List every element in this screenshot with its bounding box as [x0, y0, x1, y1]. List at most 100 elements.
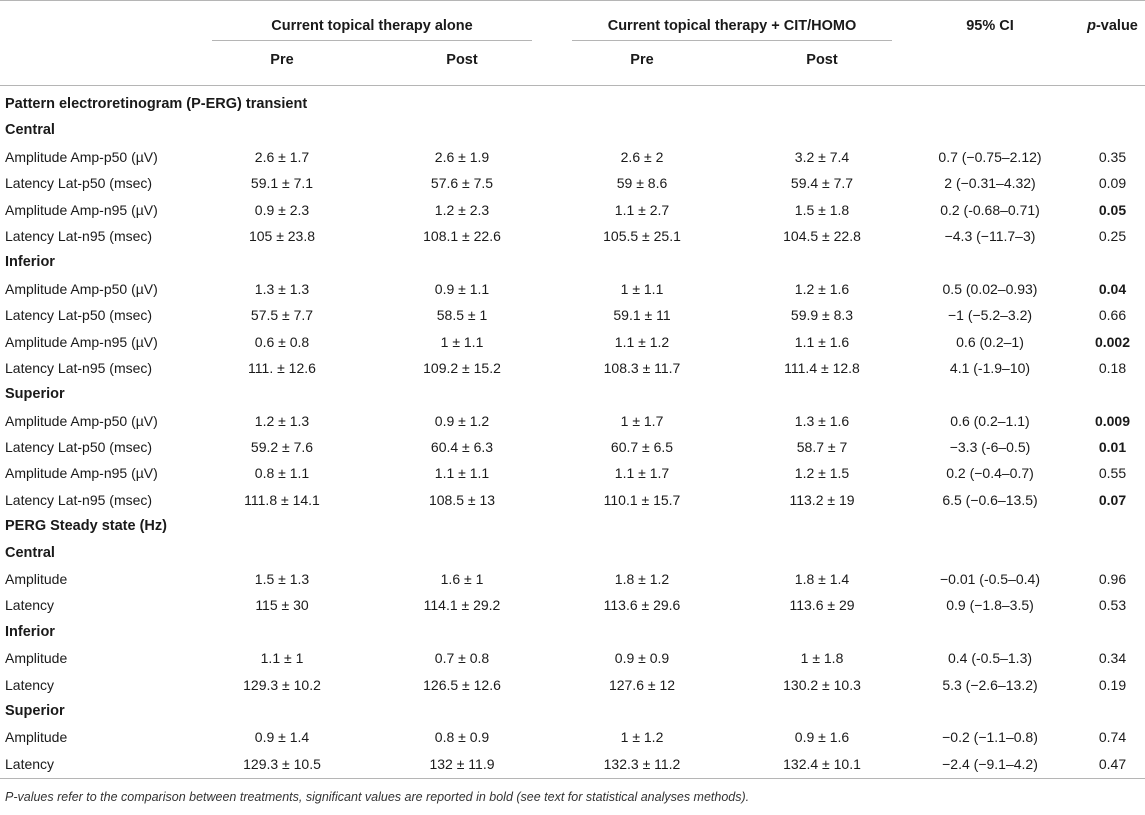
combined-pre-cell: 132.3 ± 11.2: [603, 755, 681, 772]
combined-pre-cell: 1 ± 1.7: [620, 412, 664, 429]
table-row: Latency 115 ± 30 114.1 ± 29.2 113.6 ± 29.6 1…: [0, 592, 1145, 618]
pvalue-cell: 0.25: [1098, 227, 1127, 244]
combined-pre-cell: 1 ± 1.2: [620, 729, 664, 746]
combined-pre-cell: 60.7 ± 6.5: [610, 439, 674, 456]
post-header-combined: Post: [806, 52, 838, 68]
combined-post-cell: 1.1 ± 1.6: [794, 333, 850, 350]
table-row: Latency Lat-n95 (msec) 111.8 ± 14.1 108.5 …: [0, 487, 1145, 513]
alone-post-cell: 57.6 ± 7.5: [430, 175, 494, 192]
combined-post-cell: 111.4 ± 12.8: [784, 359, 860, 376]
combined-post-cell: 0.9 ± 1.6: [794, 729, 850, 746]
ci-cell: 0.7 (−0.75–2.12): [938, 148, 1042, 165]
pvalue-cell: 0.53: [1098, 597, 1127, 614]
combined-post-cell: 1.2 ± 1.5: [794, 465, 850, 482]
combined-post-cell: 1.5 ± 1.8: [794, 201, 850, 218]
alone-post-cell: 1 ± 1.1: [440, 333, 484, 350]
alone-pre-cell: 1.2 ± 1.3: [254, 412, 310, 429]
pvalue-cell: 0.009: [1094, 412, 1131, 429]
pvalue-cell: 0.07: [1098, 491, 1127, 508]
pvalue-cell: 0.34: [1098, 650, 1127, 667]
row-label: Amplitude Amp-p50 (µV): [5, 412, 158, 429]
pvalue-header-italic: p: [1087, 18, 1096, 34]
alone-post-cell: 108.1 ± 22.6: [423, 227, 501, 244]
alone-pre-cell: 105 ± 23.8: [248, 227, 316, 244]
ci-cell: 6.5 (−0.6–13.5): [942, 491, 1038, 508]
combined-post-cell: 1.3 ± 1.6: [794, 412, 850, 429]
alone-post-cell: 114.1 ± 29.2: [423, 597, 501, 614]
table-row: Amplitude Amp-p50 (µV) 1.3 ± 1.3 0.9 ± 1.1…: [0, 276, 1145, 302]
combined-pre-cell: 2.6 ± 2: [620, 148, 664, 165]
group-rule-alone: [212, 40, 532, 41]
alone-post-cell: 58.5 ± 1: [436, 307, 488, 324]
section-label: Pattern electroretinogram (P-ERG) transi…: [5, 96, 308, 112]
alone-pre-cell: 129.3 ± 10.2: [243, 676, 321, 693]
pvalue-cell: 0.47: [1098, 755, 1127, 772]
row-label: Amplitude Amp-p50 (µV): [5, 148, 158, 165]
table-top-rule: [0, 0, 1145, 1]
alone-pre-cell: 0.9 ± 2.3: [254, 201, 310, 218]
combined-pre-cell: 113.6 ± 29.6: [603, 597, 681, 614]
ci-cell: 0.2 (−0.4–0.7): [946, 465, 1034, 482]
ci-cell: 5.3 (−2.6–13.2): [942, 676, 1038, 693]
ci-cell: 0.2 (-0.68–0.71): [940, 201, 1040, 218]
combined-post-cell: 58.7 ± 7: [796, 439, 848, 456]
table-row: Latency 129.3 ± 10.2 126.5 ± 12.6 127.6 ± 1…: [0, 672, 1145, 698]
table-body: Pattern electroretinogram (P-ERG) transi…: [0, 91, 1145, 777]
combined-pre-cell: 1.1 ± 1.7: [614, 465, 670, 482]
section-header-row: Superior: [0, 698, 1145, 724]
table-row: Latency Lat-p50 (msec) 59.2 ± 7.6 60.4 ± 6…: [0, 434, 1145, 460]
alone-pre-cell: 57.5 ± 7.7: [250, 307, 314, 324]
ci-cell: 0.6 (0.2–1): [956, 333, 1024, 350]
section-label: Central: [5, 122, 55, 139]
row-label: Latency Lat-p50 (msec): [5, 439, 153, 456]
ci-cell: −1 (−5.2–3.2): [947, 307, 1033, 324]
table-row: Amplitude Amp-n95 (µV) 0.8 ± 1.1 1.1 ± 1.1…: [0, 460, 1145, 486]
combined-pre-cell: 59 ± 8.6: [616, 175, 668, 192]
ci-header: 95% CI: [966, 18, 1014, 34]
group-rule-combined: [572, 40, 892, 41]
row-label: Amplitude Amp-n95 (µV): [5, 201, 158, 218]
pvalue-cell: 0.04: [1098, 280, 1127, 297]
row-label: Latency: [5, 676, 55, 693]
table-row: Latency Lat-p50 (msec) 57.5 ± 7.7 58.5 ± 1…: [0, 302, 1145, 328]
pvalue-cell: 0.18: [1098, 359, 1127, 376]
section-header-row: Central: [0, 540, 1145, 566]
pvalue-cell: 0.19: [1098, 676, 1127, 693]
table-row: Amplitude 1.1 ± 1 0.7 ± 0.8 0.9 ± 0.9 1 ± 1.…: [0, 645, 1145, 671]
pvalue-cell: 0.05: [1098, 201, 1127, 218]
alone-pre-cell: 0.8 ± 1.1: [254, 465, 310, 482]
alone-post-cell: 1.6 ± 1: [440, 571, 484, 588]
combined-pre-cell: 1.1 ± 1.2: [614, 333, 670, 350]
alone-pre-cell: 2.6 ± 1.7: [254, 148, 310, 165]
combined-post-cell: 113.2 ± 19: [789, 491, 855, 508]
row-label: Amplitude Amp-p50 (µV): [5, 280, 158, 297]
combined-pre-cell: 127.6 ± 12: [608, 676, 676, 693]
table-row: Latency Lat-p50 (msec) 59.1 ± 7.1 57.6 ± 7…: [0, 170, 1145, 196]
alone-pre-cell: 59.1 ± 7.1: [250, 175, 314, 192]
table-footnote: P-values refer to the comparison between…: [5, 790, 750, 804]
section-label: Central: [5, 544, 55, 561]
section-header-row: Superior: [0, 381, 1145, 407]
alone-pre-cell: 59.2 ± 7.6: [250, 439, 314, 456]
alone-post-cell: 108.5 ± 13: [428, 491, 496, 508]
combined-post-cell: 1 ± 1.8: [800, 650, 844, 667]
alone-post-cell: 109.2 ± 15.2: [423, 359, 501, 376]
row-label: Latency Lat-n95 (msec): [5, 359, 153, 376]
combined-post-cell: 132.4 ± 10.1: [783, 755, 861, 772]
table-row: Latency Lat-n95 (msec) 105 ± 23.8 108.1 ± …: [0, 223, 1145, 249]
combined-post-cell: 104.5 ± 22.8: [783, 227, 861, 244]
row-label: Amplitude Amp-n95 (µV): [5, 333, 158, 350]
combined-pre-cell: 105.5 ± 25.1: [603, 227, 681, 244]
table-row: Amplitude Amp-p50 (µV) 2.6 ± 1.7 2.6 ± 1.9…: [0, 144, 1145, 170]
alone-post-cell: 126.5 ± 12.6: [423, 676, 501, 693]
alone-post-cell: 0.7 ± 0.8: [434, 650, 490, 667]
combined-pre-cell: 1 ± 1.1: [620, 280, 664, 297]
pre-header-combined: Pre: [630, 52, 654, 68]
row-label: Latency Lat-p50 (msec): [5, 175, 153, 192]
alone-pre-cell: 1.3 ± 1.3: [254, 280, 310, 297]
alone-post-cell: 60.4 ± 6.3: [430, 439, 494, 456]
combined-post-cell: 1.2 ± 1.6: [794, 280, 850, 297]
pvalue-cell: 0.96: [1098, 571, 1127, 588]
pvalue-cell: 0.35: [1098, 148, 1127, 165]
